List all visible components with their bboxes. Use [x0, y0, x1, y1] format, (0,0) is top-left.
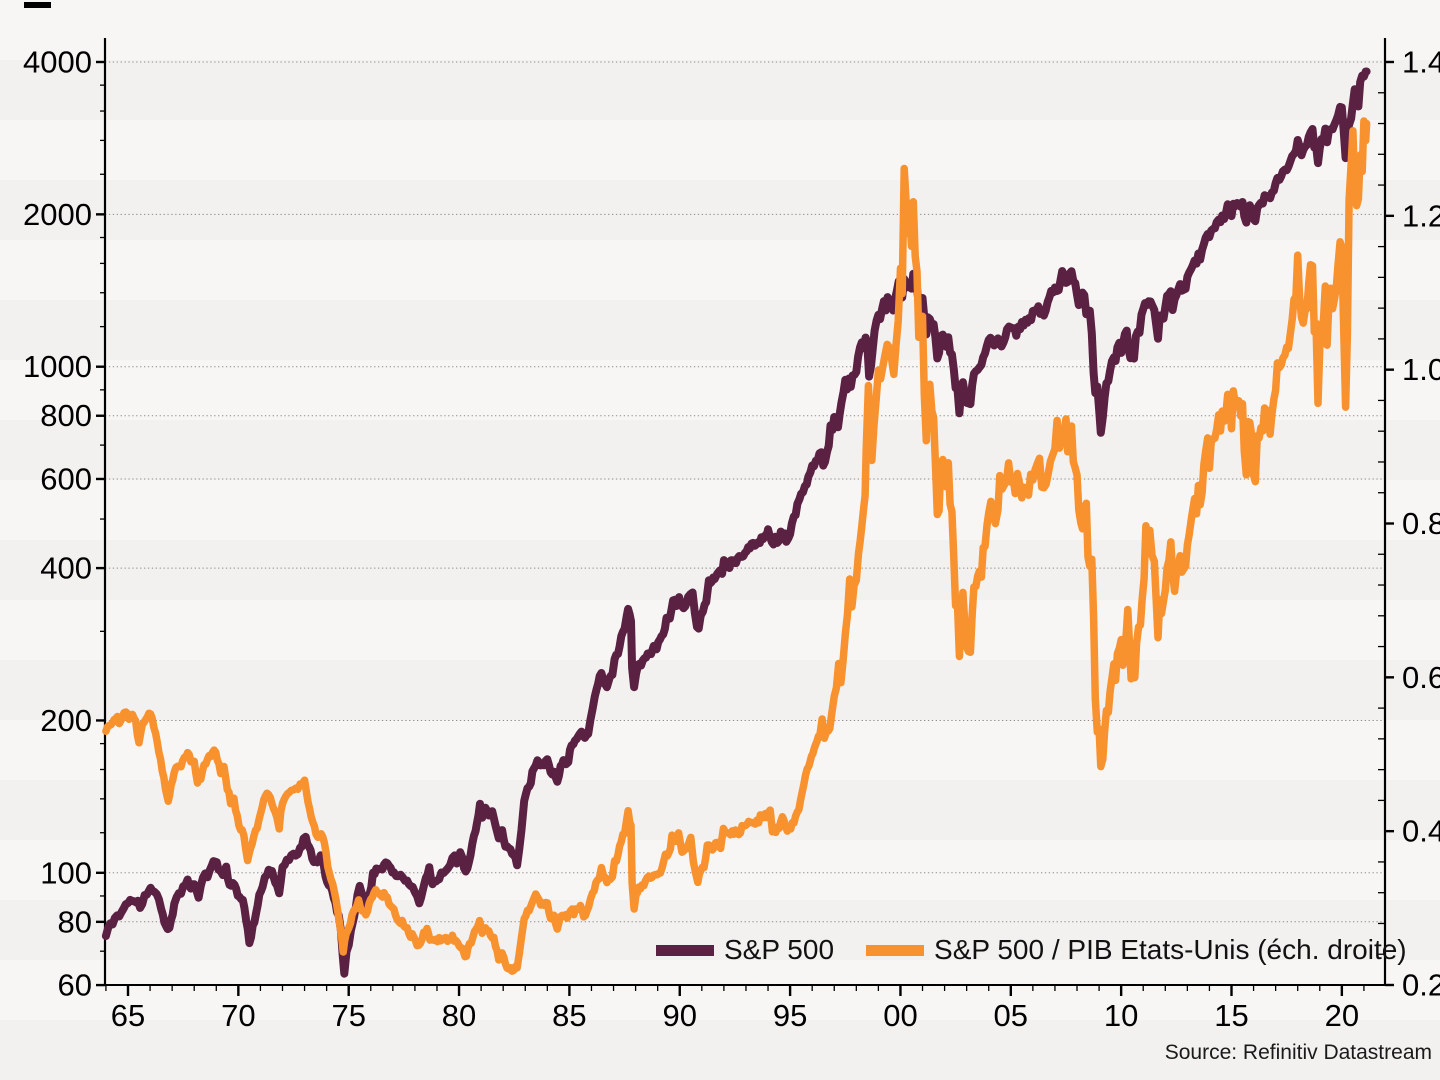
left-axis-label-200: 200: [40, 703, 92, 738]
bottom-axis-label-15: 15: [1214, 998, 1248, 1033]
left-axis-label-4000: 4000: [23, 45, 92, 80]
bottom-axis-label-95: 95: [773, 998, 807, 1033]
bottom-axis-label-05: 05: [994, 998, 1028, 1033]
right-axis-label-1.2: 1.2: [1402, 198, 1440, 233]
left-axis-label-400: 400: [40, 551, 92, 586]
series-sp500: [101, 67, 1371, 978]
source-text: Source: Refinitiv Datastream: [1164, 1041, 1432, 1064]
bottom-axis-label-90: 90: [663, 998, 697, 1033]
right-axis-label-0.4: 0.4: [1402, 814, 1440, 849]
legend-item-sp500: S&P 500: [656, 934, 834, 966]
legend-swatch-ratio: [866, 944, 925, 956]
left-axis-label-100: 100: [40, 855, 92, 890]
left-axis-label-600: 600: [40, 461, 92, 496]
bottom-axis-label-70: 70: [221, 998, 255, 1033]
bottom-axis-label-80: 80: [442, 998, 476, 1033]
bottom-axis-label-85: 85: [552, 998, 586, 1033]
bottom-axis-label-75: 75: [331, 998, 365, 1033]
legend-item-ratio: S&P 500 / PIB Etats-Unis (éch. droite): [866, 934, 1407, 966]
right-axis-label-1.0: 1.0: [1402, 352, 1440, 387]
bottom-axis-label-00: 00: [883, 998, 917, 1033]
right-axis-label-0.8: 0.8: [1402, 506, 1440, 541]
right-axis-label-1.4: 1.4: [1402, 44, 1440, 79]
bottom-axis-label-65: 65: [111, 998, 145, 1033]
left-axis-label-80: 80: [58, 904, 92, 939]
legend-label-ratio: S&P 500 / PIB Etats-Unis (éch. droite): [934, 934, 1407, 965]
left-axis-label-2000: 2000: [23, 197, 92, 232]
right-axis-label-0.6: 0.6: [1402, 660, 1440, 695]
right-axis-label-0.2: 0.2: [1402, 968, 1440, 1003]
left-axis-label-60: 60: [58, 968, 92, 1003]
left-axis-label-800: 800: [40, 398, 92, 433]
legend-swatch-sp500: [656, 944, 714, 956]
bottom-axis-label-20: 20: [1325, 998, 1359, 1033]
top-left-mark: [24, 2, 51, 8]
left-axis-label-1000: 1000: [23, 349, 92, 384]
bottom-axis-label-10: 10: [1104, 998, 1138, 1033]
series-ratio: [102, 117, 1371, 975]
legend-label-sp500: S&P 500: [724, 934, 835, 965]
legend: S&P 500 S&P 500 / PIB Etats-Unis (éch. d…: [656, 934, 1407, 966]
